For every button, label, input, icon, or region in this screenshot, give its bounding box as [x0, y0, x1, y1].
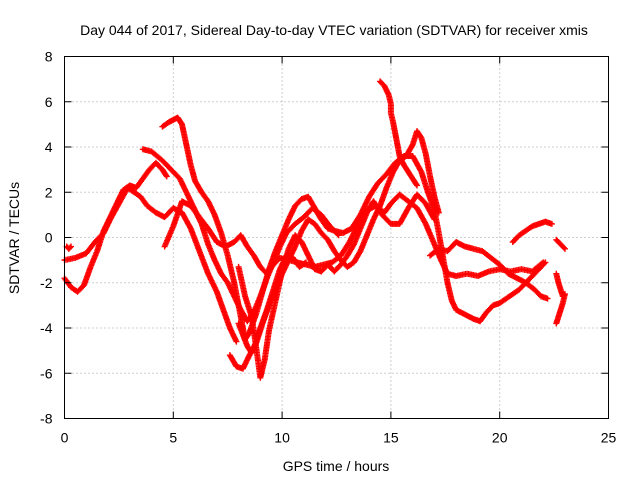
- x-tick-label: 20: [492, 430, 508, 446]
- series-track-7: [235, 191, 438, 381]
- y-tick-label: -8: [40, 411, 53, 427]
- y-tick-label: 4: [45, 139, 53, 155]
- plus-marker: [553, 320, 560, 327]
- x-tick-label: 15: [383, 430, 399, 446]
- plus-marker: [233, 338, 240, 345]
- y-tick-label: -2: [40, 275, 53, 291]
- plus-marker: [435, 209, 442, 216]
- plus-marker: [68, 243, 75, 250]
- y-tick-label: -4: [40, 320, 53, 336]
- y-tick-label: 6: [45, 94, 53, 110]
- x-axis-label: GPS time / hours: [283, 458, 390, 474]
- plus-marker: [163, 172, 170, 179]
- data-markers: [61, 78, 568, 381]
- series-track-12: [553, 236, 568, 252]
- series-track-8: [235, 252, 310, 356]
- axis-ticks: [64, 56, 609, 419]
- x-tick-labels: 0 5 10 15 20 25: [61, 430, 617, 446]
- y-tick-label: -6: [40, 365, 53, 381]
- series-track-11: [509, 218, 555, 246]
- plus-marker: [541, 260, 548, 267]
- x-tick-label: 0: [61, 430, 69, 446]
- plus-marker: [414, 182, 421, 189]
- x-tick-label: 10: [274, 430, 290, 446]
- y-tick-label: 8: [45, 49, 53, 65]
- y-axis-label: SDTVAR / TECUs: [6, 182, 22, 294]
- y-tick-label: 0: [45, 230, 53, 246]
- series-track-9: [377, 78, 421, 189]
- chart-title: Day 044 of 2017, Sidereal Day-to-day VTE…: [80, 22, 588, 38]
- series-track-14: [63, 243, 75, 252]
- y-tick-label: 2: [45, 184, 53, 200]
- y-tick-labels: -8 -6 -4 -2 0 2 4 6 8: [40, 49, 53, 427]
- series-track-6: [226, 128, 442, 372]
- plus-marker: [561, 245, 568, 252]
- plus-marker: [542, 259, 549, 266]
- plus-marker: [408, 142, 415, 149]
- plus-marker: [303, 259, 310, 266]
- plus-marker: [548, 220, 555, 227]
- plus-marker: [544, 295, 551, 302]
- plus-marker: [66, 244, 73, 251]
- plus-marker: [431, 216, 438, 223]
- series-track-10: [427, 239, 551, 302]
- series-track-13: [553, 270, 568, 327]
- x-tick-label: 25: [601, 430, 617, 446]
- x-tick-label: 5: [169, 430, 177, 446]
- plus-marker: [413, 181, 420, 188]
- plus-marker: [163, 173, 170, 180]
- plus-marker: [560, 244, 567, 251]
- series-track-5: [159, 114, 549, 343]
